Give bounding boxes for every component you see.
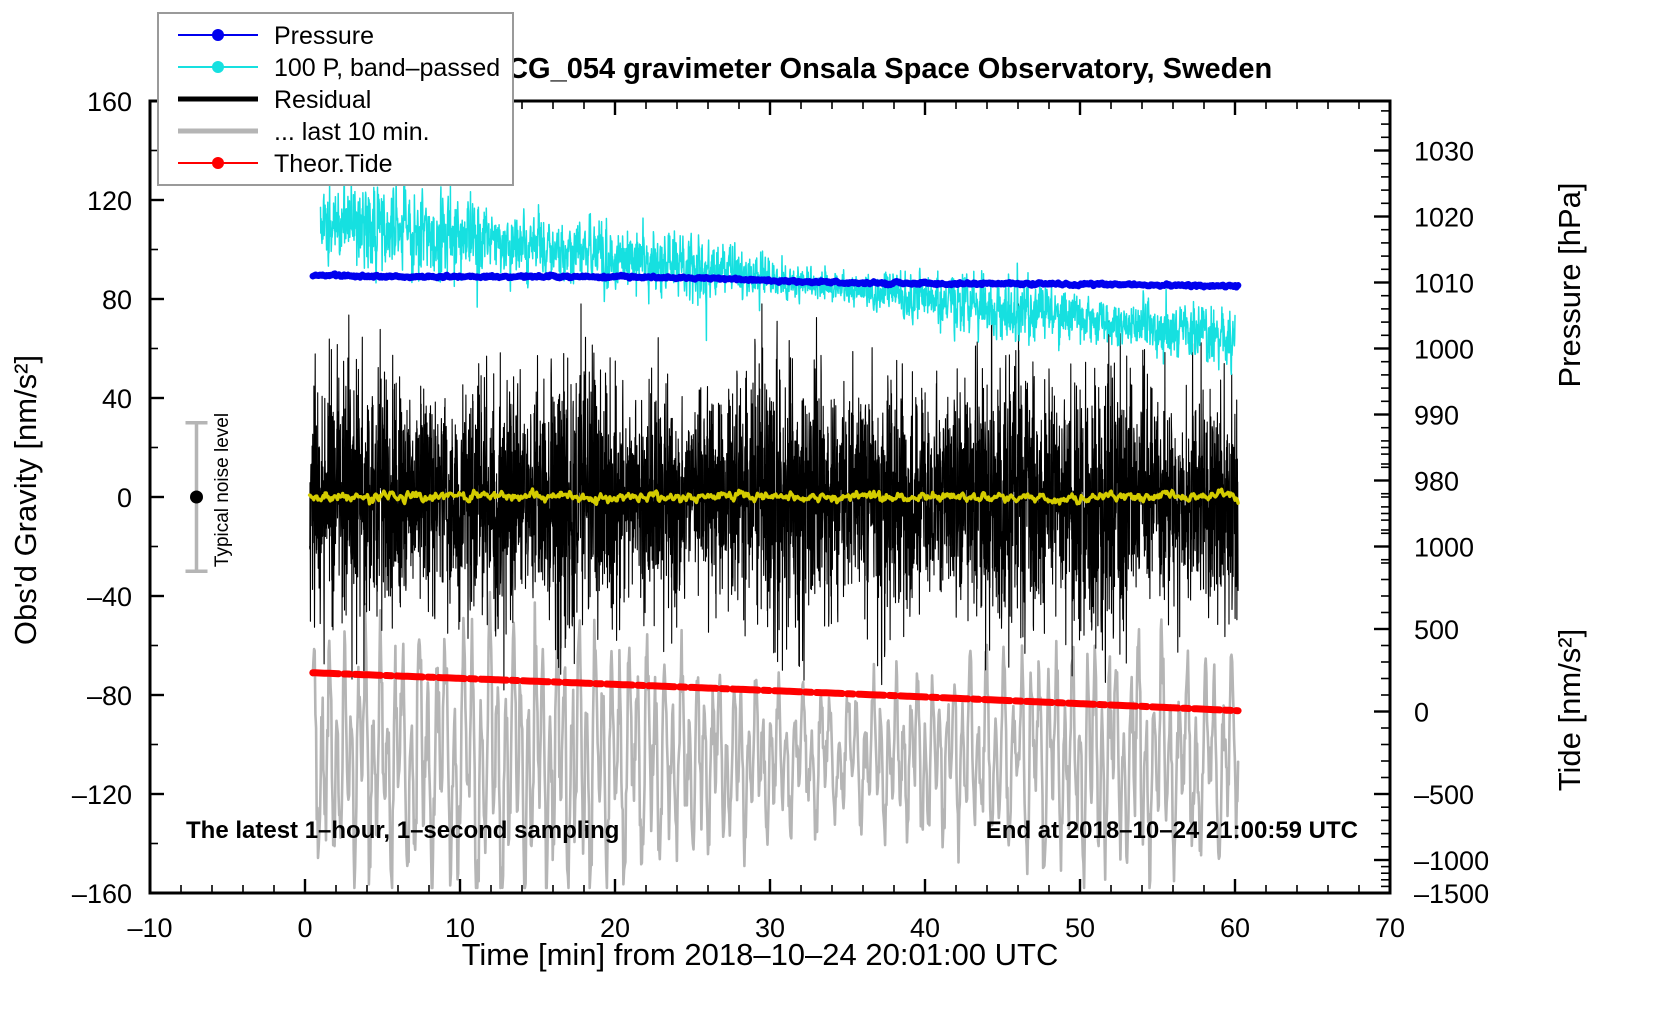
trace-last-10-min <box>311 583 1240 890</box>
y-tick-label: –120 <box>72 780 132 810</box>
y-tick-label: 0 <box>117 483 132 513</box>
y-axis-title-tide: Tide [nm/s²] <box>1552 629 1587 792</box>
y2-tide-tick-label: –1500 <box>1414 879 1489 909</box>
y2-pressure-tick-label: 990 <box>1414 401 1459 431</box>
x-tick-label: –10 <box>127 913 172 943</box>
legend-marker-1 <box>212 61 224 73</box>
x-tick-label: 60 <box>1220 913 1250 943</box>
legend-marker-4 <box>212 157 224 169</box>
y-tick-label: –80 <box>87 681 132 711</box>
footer-right-note: End at 2018–10–24 21:00:59 UTC <box>986 817 1358 844</box>
data-traces <box>307 137 1242 890</box>
y2-tide-tick-label: –500 <box>1414 780 1474 810</box>
trace-theoretical-tide <box>309 669 1242 715</box>
y-tick-label: 40 <box>102 384 132 414</box>
y2-tide-tick-label: 500 <box>1414 615 1459 645</box>
trace-band-passed <box>319 137 1236 376</box>
y-tick-label: 160 <box>87 87 132 117</box>
axes-group <box>148 99 1392 895</box>
x-tick-label: 10 <box>445 913 475 943</box>
y-tick-label: 120 <box>87 186 132 216</box>
trace-residual <box>309 303 1239 691</box>
x-axis-title: Time [min] from 2018–10–24 20:01:00 UTC <box>462 937 1059 972</box>
x-tick-label: 0 <box>297 913 312 943</box>
x-tick-label: 50 <box>1065 913 1095 943</box>
y2-tide-tick-label: 1000 <box>1414 533 1474 563</box>
legend-label-3: ... last 10 min. <box>274 118 430 146</box>
y2-pressure-tick-label: 1010 <box>1414 268 1474 298</box>
legend-label-0: Pressure <box>274 22 374 50</box>
legend-label-2: Residual <box>274 86 371 114</box>
noise-center-dot <box>190 490 203 504</box>
y2-pressure-tick-label: 1020 <box>1414 203 1474 233</box>
y-axis-title-pressure: Pressure [hPa] <box>1552 182 1587 387</box>
y-tick-label: 80 <box>102 285 132 315</box>
axis-labels-group: –10 0 10 20 30 40 50 60 7016012080400–40–80–120–… <box>72 87 1489 943</box>
trace-residual-smoothed <box>307 487 1240 506</box>
legend: Pressure 100 P, band–passed Residual ... la… <box>157 12 514 186</box>
y2-tide-tick-label: 0 <box>1414 698 1429 728</box>
page-title: SCG_054 gravimeter Onsala Space Observat… <box>488 53 1272 85</box>
x-tick-label: 70 <box>1375 913 1405 943</box>
y-tick-label: –160 <box>72 879 132 909</box>
y-axis-title-left: Obs'd Gravity [nm/s²] <box>8 355 43 645</box>
legend-label-4: Theor.Tide <box>274 150 393 178</box>
y-tick-label: –40 <box>87 582 132 612</box>
x-tick-label: 30 <box>755 913 785 943</box>
y2-pressure-tick-label: 1000 <box>1414 335 1474 365</box>
legend-marker-0 <box>212 29 224 41</box>
y2-pressure-tick-label: 1030 <box>1414 137 1474 167</box>
y2-tide-tick-label: –1000 <box>1414 846 1489 876</box>
x-tick-label: 40 <box>910 913 940 943</box>
y2-pressure-tick-label: 980 <box>1414 466 1459 496</box>
legend-label-1: 100 P, band–passed <box>274 54 500 82</box>
noise-level-label: Typical noise level <box>212 413 233 567</box>
typical-noise-level-annotation <box>185 421 208 573</box>
x-tick-label: 20 <box>600 913 630 943</box>
footer-left-note: The latest 1–hour, 1–second sampling <box>186 817 619 844</box>
trace-pressure <box>309 270 1242 291</box>
